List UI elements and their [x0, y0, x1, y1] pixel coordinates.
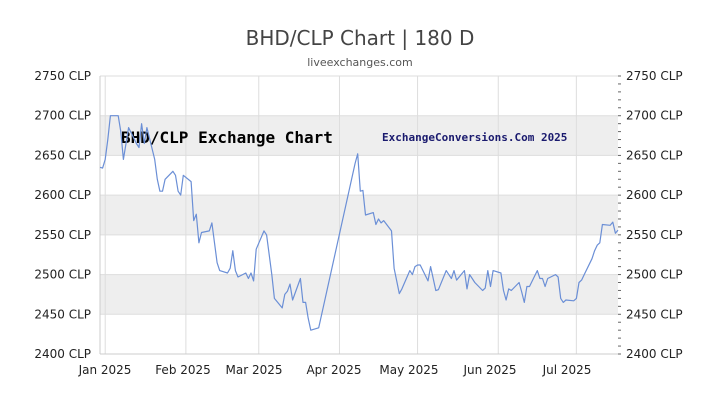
x-tick-label: Jan 2025: [78, 363, 132, 377]
x-tick-label: May 2025: [379, 363, 438, 377]
chart-title: BHD/CLP Chart | 180 D: [245, 26, 475, 50]
y-tick-label-right: 2550 CLP: [626, 228, 683, 242]
chart-subtitle: liveexchanges.com: [307, 56, 413, 69]
y-tick-label-left: 2450 CLP: [34, 307, 91, 321]
x-tick-label: Mar 2025: [226, 363, 283, 377]
x-tick-label: Apr 2025: [306, 363, 361, 377]
series-line: [99, 115, 619, 331]
y-tick-label-right: 2600 CLP: [626, 188, 683, 202]
x-tick-label: Jul 2025: [542, 363, 592, 377]
grid-band: [100, 195, 618, 235]
y-tick-label-left: 2550 CLP: [34, 228, 91, 242]
y-tick-label-left: 2600 CLP: [34, 188, 91, 202]
y-tick-label-right: 2400 CLP: [626, 347, 683, 361]
y-tick-label-right: 2750 CLP: [626, 69, 683, 83]
y-tick-label-right: 2450 CLP: [626, 307, 683, 321]
inner-chart-title: BHD/CLP Exchange Chart: [121, 128, 333, 147]
y-tick-label-right: 2650 CLP: [626, 148, 683, 162]
y-tick-label-left: 2500 CLP: [34, 268, 91, 282]
x-tick-label: Jun 2025: [462, 363, 516, 377]
y-tick-label-right: 2500 CLP: [626, 268, 683, 282]
x-tick-label: Feb 2025: [155, 363, 211, 377]
y-tick-label-left: 2400 CLP: [34, 347, 91, 361]
y-tick-label-left: 2750 CLP: [34, 69, 91, 83]
y-tick-label-left: 2650 CLP: [34, 148, 91, 162]
y-tick-label-left: 2700 CLP: [34, 109, 91, 123]
y-tick-label-right: 2700 CLP: [626, 109, 683, 123]
inner-credit-text: ExchangeConversions.Com 2025: [382, 131, 567, 144]
grid-band: [100, 274, 618, 315]
